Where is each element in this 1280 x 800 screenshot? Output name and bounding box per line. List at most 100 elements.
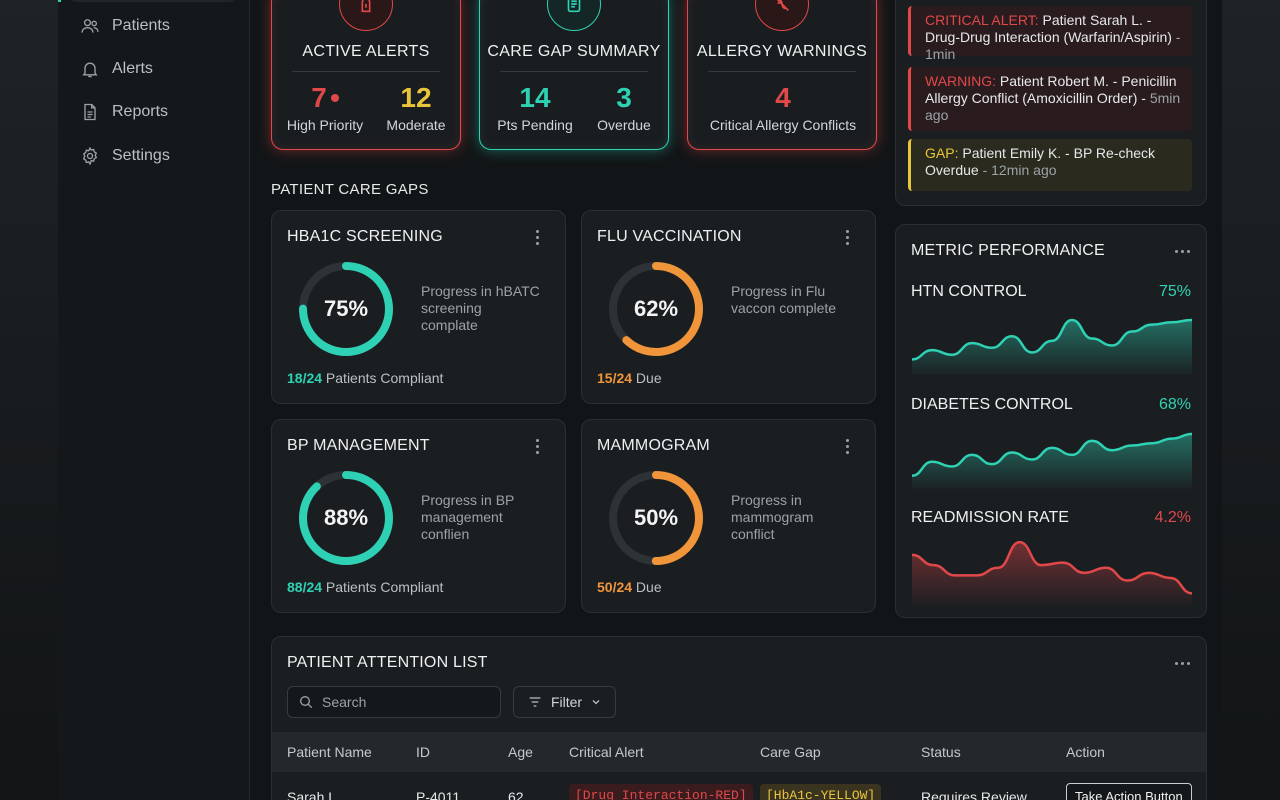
patient-attention-list: PATIENT ATTENTION LIST Filter Patient Na… bbox=[271, 636, 1207, 800]
progress-description: Progress in mammogram conflict bbox=[731, 492, 814, 542]
more-options-icon[interactable] bbox=[1172, 244, 1192, 258]
sparkline-area bbox=[912, 433, 1192, 489]
kpi-title: ALLERGY WARNINGS bbox=[696, 43, 868, 60]
compliance-text: Due bbox=[632, 370, 662, 386]
sidebar-item-label: Reports bbox=[112, 103, 169, 120]
take-action-button[interactable]: Take Action Button bbox=[1066, 783, 1192, 800]
sidebar-item-alerts[interactable]: Alerts bbox=[80, 57, 153, 81]
alerts-feed-panel: CRITICAL ALERT: Patient Sarah L. - Drug-… bbox=[895, 0, 1207, 206]
metric-label-diabetes: DIABETES CONTROL bbox=[911, 396, 1073, 413]
care-gap-kpi-icon-badge bbox=[547, 0, 601, 31]
donut-percent-label: 88% bbox=[323, 505, 369, 530]
cell-id: P-4011 bbox=[416, 789, 461, 800]
divider bbox=[708, 71, 856, 72]
alert-item-critical[interactable]: CRITICAL ALERT: Patient Sarah L. - Drug-… bbox=[908, 6, 1192, 62]
column-header-critical-alert[interactable]: Critical Alert bbox=[569, 744, 644, 760]
metric-label-htn: HTN CONTROL bbox=[911, 283, 1027, 300]
metric-value-readmission: 4.2% bbox=[1154, 509, 1191, 526]
donut-percent-label: 50% bbox=[633, 505, 679, 530]
compliance-text: Patients Compliant bbox=[322, 579, 444, 595]
alert-type: CRITICAL ALERT: bbox=[925, 12, 1039, 28]
kpi-active-alerts[interactable]: ACTIVE ALERTS 7 High Priority 12 Moderat… bbox=[271, 0, 461, 150]
kpi-care-gap-summary[interactable]: CARE GAP SUMMARY 14 Pts Pending 3 Overdu… bbox=[479, 0, 669, 150]
clipboard-icon bbox=[567, 0, 581, 13]
kebab-menu-icon[interactable] bbox=[529, 227, 545, 247]
kebab-menu-icon[interactable] bbox=[839, 227, 855, 247]
active-nav-indicator bbox=[58, 0, 236, 2]
kpi-stat-overdue: 3 Overdue bbox=[584, 82, 664, 134]
card-title: BP MANAGEMENT bbox=[287, 437, 430, 454]
kebab-menu-icon[interactable] bbox=[839, 436, 855, 456]
alert-type: GAP: bbox=[925, 145, 959, 161]
sidebar-item-label: Patients bbox=[112, 17, 170, 34]
column-header-age[interactable]: Age bbox=[508, 744, 533, 760]
care-gap-card-hba1c-screening[interactable]: HBA1C SCREENING 75% Progress in hBATC scre… bbox=[271, 210, 566, 404]
metric-value-htn: 75% bbox=[1158, 283, 1191, 300]
cell-status: Requires Review bbox=[921, 789, 1027, 800]
column-header-care-gap[interactable]: Care Gap bbox=[760, 744, 821, 760]
sidebar: Patients Alerts Reports Settings bbox=[58, 0, 250, 800]
sidebar-item-patients[interactable]: Patients bbox=[80, 14, 170, 38]
cell-age: 62 bbox=[508, 789, 524, 800]
column-header-action[interactable]: Action bbox=[1066, 744, 1105, 760]
alert-text: Patient Robert M. - Penicillin Allergy C… bbox=[925, 73, 1177, 106]
card-title: MAMMOGRAM bbox=[597, 437, 710, 454]
red-dot-indicator bbox=[330, 93, 339, 102]
kebab-menu-icon[interactable] bbox=[529, 436, 545, 456]
background-left bbox=[0, 0, 58, 800]
overdue-count: 3 bbox=[616, 82, 632, 113]
sidebar-item-settings[interactable]: Settings bbox=[80, 144, 170, 168]
sparkline-line bbox=[911, 432, 1193, 477]
care-gap-card-mammogram[interactable]: MAMMOGRAM 50% Progress in mammogram confli… bbox=[581, 419, 876, 613]
filter-icon bbox=[529, 697, 541, 707]
section-title-care-gaps: PATIENT CARE GAPS bbox=[271, 181, 429, 198]
bell-icon bbox=[82, 62, 98, 78]
filter-button[interactable]: Filter bbox=[513, 686, 616, 718]
progress-donut bbox=[609, 471, 703, 565]
compliance-count: 50/24 bbox=[597, 579, 633, 595]
care-gap-card-bp-management[interactable]: BP MANAGEMENT 88% Progress in BP managemen… bbox=[271, 419, 566, 613]
divider bbox=[500, 71, 648, 72]
alert-item-gap[interactable]: GAP: Patient Emily K. - BP Re-check Over… bbox=[908, 139, 1192, 191]
search-input[interactable] bbox=[322, 694, 492, 710]
users-icon bbox=[81, 19, 99, 33]
alert-time: 5min ago bbox=[925, 90, 1181, 123]
sparkline-diabetes bbox=[911, 432, 1193, 489]
no-allergen-icon bbox=[776, 0, 790, 12]
more-options-icon[interactable] bbox=[1172, 656, 1192, 670]
filter-label: Filter bbox=[550, 694, 583, 710]
column-header-patient-name[interactable]: Patient Name bbox=[287, 744, 372, 760]
column-header-status[interactable]: Status bbox=[921, 744, 961, 760]
critical-alert-tag: [Drug Interaction-RED] bbox=[569, 784, 753, 800]
compliance-footer: 15/24 Due bbox=[597, 370, 662, 386]
alert-item-warning[interactable]: WARNING: Patient Robert M. - Penicillin … bbox=[908, 67, 1192, 131]
allergy-label: Critical Allergy Conflicts bbox=[709, 117, 857, 133]
kpi-allergy-warnings[interactable]: ALLERGY WARNINGS 4 Critical Allergy Conf… bbox=[687, 0, 877, 150]
kpi-stat-allergy: 4 Critical Allergy Conflicts bbox=[688, 83, 878, 134]
kpi-title: ACTIVE ALERTS bbox=[302, 43, 430, 60]
compliance-count: 18/24 bbox=[287, 370, 323, 386]
sidebar-item-reports[interactable]: Reports bbox=[80, 100, 168, 124]
table-header: Patient Name ID Age Critical Alert Care … bbox=[272, 732, 1206, 772]
alert-text: Patient Emily K. - BP Re-check Overdue bbox=[925, 145, 1156, 178]
chevron-down-icon bbox=[592, 700, 600, 705]
metric-value-diabetes: 68% bbox=[1158, 396, 1191, 413]
sidebar-item-label: Settings bbox=[112, 147, 170, 164]
care-gap-card-flu-vaccination[interactable]: FLU VACCINATION 62% Progress in Flu vaccon… bbox=[581, 210, 876, 404]
donut-progress-arc bbox=[299, 262, 393, 356]
high-priority-label: High Priority bbox=[286, 117, 364, 133]
panel-title: METRIC PERFORMANCE bbox=[911, 242, 1105, 259]
search-box[interactable] bbox=[287, 686, 501, 718]
sidebar-item-label: Alerts bbox=[112, 60, 153, 77]
donut-progress-arc bbox=[299, 471, 393, 565]
progress-donut bbox=[299, 262, 393, 356]
kpi-stat-moderate: 12 Moderate bbox=[376, 83, 456, 134]
column-header-id[interactable]: ID bbox=[416, 744, 430, 760]
compliance-count: 88/24 bbox=[287, 579, 323, 595]
kpi-stat-pending: 14 Pts Pending bbox=[490, 83, 580, 134]
progress-description: Progress in hBATC screening complate bbox=[421, 283, 540, 333]
alert-type: WARNING: bbox=[925, 73, 997, 89]
compliance-text: Patients Compliant bbox=[322, 370, 444, 386]
donut-percent-label: 62% bbox=[633, 296, 679, 321]
compliance-count: 15/24 bbox=[597, 370, 633, 386]
